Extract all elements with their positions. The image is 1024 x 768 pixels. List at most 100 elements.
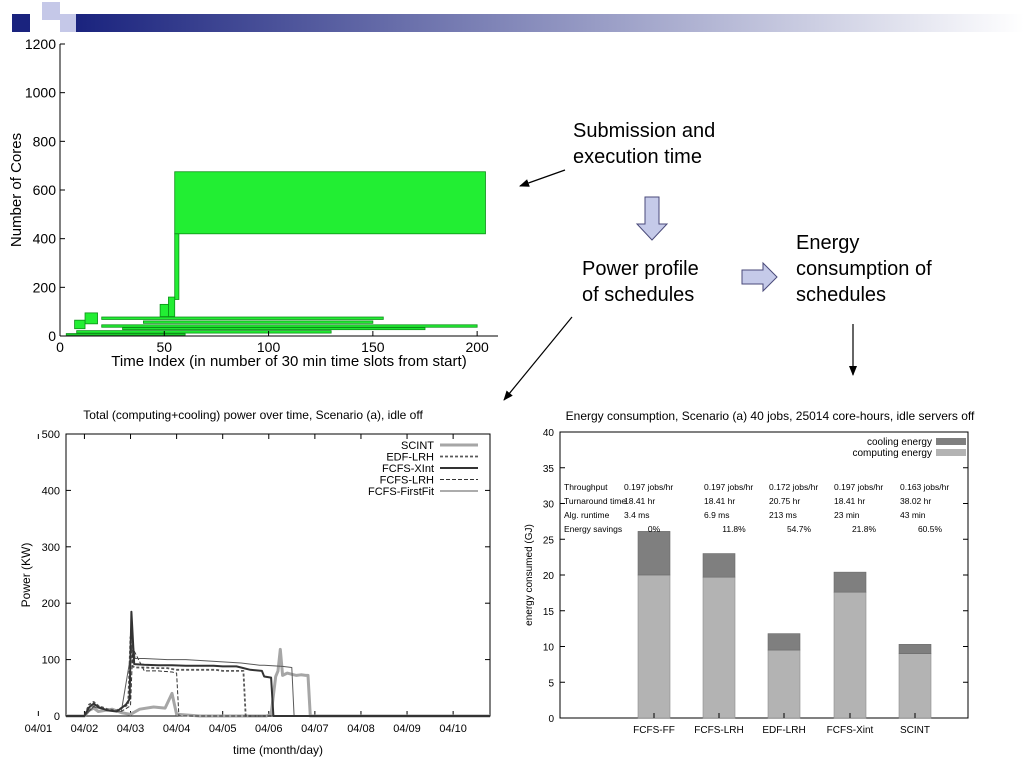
y-tick-label: 300 xyxy=(42,542,60,554)
x-tick-label: 04/06 xyxy=(255,723,283,735)
table-cell: 11.8% xyxy=(722,524,746,534)
table-cell: 38.02 hr xyxy=(900,496,931,506)
y-tick-label: 10 xyxy=(543,643,555,654)
bar-cooling-energy xyxy=(637,531,671,576)
x-axis-label: Time Index (in number of 30 min time slo… xyxy=(111,353,466,370)
banner-square xyxy=(60,14,76,32)
bar-computing-energy xyxy=(833,591,867,719)
bar-cooling-energy xyxy=(898,644,932,654)
table-row-label: Energy savings xyxy=(564,524,622,534)
x-tick-label: 04/01 xyxy=(25,723,53,735)
note-line: schedules xyxy=(796,284,887,306)
block-arrow-right-icon xyxy=(741,261,778,293)
table-cell: 20.75 hr xyxy=(769,496,800,506)
bar-cooling-energy xyxy=(767,633,801,651)
bar-computing-energy xyxy=(702,576,736,719)
y-axis-label: energy consumed (GJ) xyxy=(524,524,535,626)
table-cell: 18.41 hr xyxy=(624,496,655,506)
x-tick-label: EDF-LRH xyxy=(762,725,805,736)
y-tick-label: 15 xyxy=(543,607,555,618)
x-tick-label: 200 xyxy=(465,339,489,355)
table-cell: 0.172 jobs/hr xyxy=(769,482,818,492)
y-tick-label: 25 xyxy=(543,535,555,546)
power-chart: Total (computing+cooling) power over tim… xyxy=(6,398,500,760)
y-tick-label: 35 xyxy=(543,464,555,475)
y-tick-label: 1200 xyxy=(25,36,56,52)
note-line: execution time xyxy=(573,146,702,168)
y-tick-label: 400 xyxy=(33,231,57,247)
table-cell: 0.163 jobs/hr xyxy=(900,482,949,492)
banner-square xyxy=(12,14,30,32)
y-tick-label: 200 xyxy=(33,279,57,295)
title-banner xyxy=(12,2,1024,32)
banner-square xyxy=(42,2,60,20)
note-submission-time: Submission and execution time xyxy=(573,118,715,170)
legend-label: EDF-LRH xyxy=(386,452,434,464)
table-cell: 60.5% xyxy=(918,524,943,534)
table-cell: 213 ms xyxy=(769,510,797,520)
y-tick-label: 5 xyxy=(548,678,554,689)
note-line: of schedules xyxy=(582,284,695,306)
bar-computing-energy xyxy=(898,653,932,719)
arrow-to-gantt-icon xyxy=(519,169,566,187)
series-line xyxy=(66,610,490,717)
y-tick-label: 30 xyxy=(543,500,555,511)
legend-label: FCFS-XInt xyxy=(382,463,434,475)
chart-title: Total (computing+cooling) power over tim… xyxy=(83,408,423,422)
y-tick-label: 400 xyxy=(42,485,60,497)
x-tick-label: SCINT xyxy=(900,725,930,736)
y-tick-label: 1000 xyxy=(25,85,56,101)
y-tick-label: 800 xyxy=(33,133,57,149)
gantt-job-bar xyxy=(65,333,186,336)
table-cell: 0.197 jobs/hr xyxy=(624,482,673,492)
y-tick-label: 20 xyxy=(543,571,555,582)
gantt-job-bar xyxy=(101,316,384,320)
energy-chart-svg: Energy consumption, Scenario (a) 40 jobs… xyxy=(524,409,975,736)
note-line: Submission and xyxy=(573,120,716,142)
gantt-job-bar xyxy=(159,303,169,317)
bar-computing-energy xyxy=(637,574,671,719)
bar-cooling-energy xyxy=(833,571,867,593)
x-tick-label: 150 xyxy=(361,339,385,355)
x-axis-label: time (month/day) xyxy=(233,743,323,757)
energy-chart: Energy consumption, Scenario (a) 40 jobs… xyxy=(520,400,982,742)
gantt-job-bar xyxy=(101,324,478,328)
y-tick-label: 0 xyxy=(54,711,60,723)
x-tick-label: 04/04 xyxy=(163,723,191,735)
gantt-job-bar xyxy=(76,330,332,334)
banner-gradient-bar xyxy=(76,14,1024,32)
table-cell: 0.197 jobs/hr xyxy=(704,482,753,492)
table-row-label: Turnaround time xyxy=(564,496,626,506)
note-energy-consumption: Energy consumption of schedules xyxy=(796,230,932,308)
gantt-job-bar xyxy=(143,320,374,324)
x-tick-label: FCFS-Xint xyxy=(827,725,874,736)
arrow-to-power-chart-icon xyxy=(503,316,573,401)
table-row-label: Alg. runtime xyxy=(564,510,610,520)
legend-label: FCFS-FirstFit xyxy=(368,486,434,498)
table-cell: 0% xyxy=(648,524,661,534)
x-tick-label: 04/03 xyxy=(117,723,145,735)
table-cell: 3.4 ms xyxy=(624,510,650,520)
x-tick-label: 04/08 xyxy=(347,723,375,735)
legend-label: cooling energy xyxy=(867,437,932,448)
block-arrow-down-icon xyxy=(635,196,669,241)
y-axis-label: Power (KW) xyxy=(19,543,33,608)
legend-label: SCINT xyxy=(401,440,434,452)
y-tick-label: 0 xyxy=(548,714,554,725)
note-power-profile: Power profile of schedules xyxy=(582,256,699,308)
x-tick-label: FCFS-FF xyxy=(633,725,675,736)
chart-title: Energy consumption, Scenario (a) 40 jobs… xyxy=(566,409,975,423)
note-line: consumption of xyxy=(796,258,932,280)
gantt-job-bar xyxy=(122,327,426,331)
y-tick-label: 200 xyxy=(42,598,60,610)
table-cell: 0.197 jobs/hr xyxy=(834,482,883,492)
y-tick-label: 40 xyxy=(543,428,555,439)
y-tick-label: 500 xyxy=(42,429,60,441)
x-tick-label: 04/10 xyxy=(439,723,467,735)
gantt-job-bar xyxy=(174,233,180,300)
gantt-job-bar xyxy=(174,171,486,235)
gantt-job-bar xyxy=(74,319,86,330)
table-cell: 6.9 ms xyxy=(704,510,730,520)
